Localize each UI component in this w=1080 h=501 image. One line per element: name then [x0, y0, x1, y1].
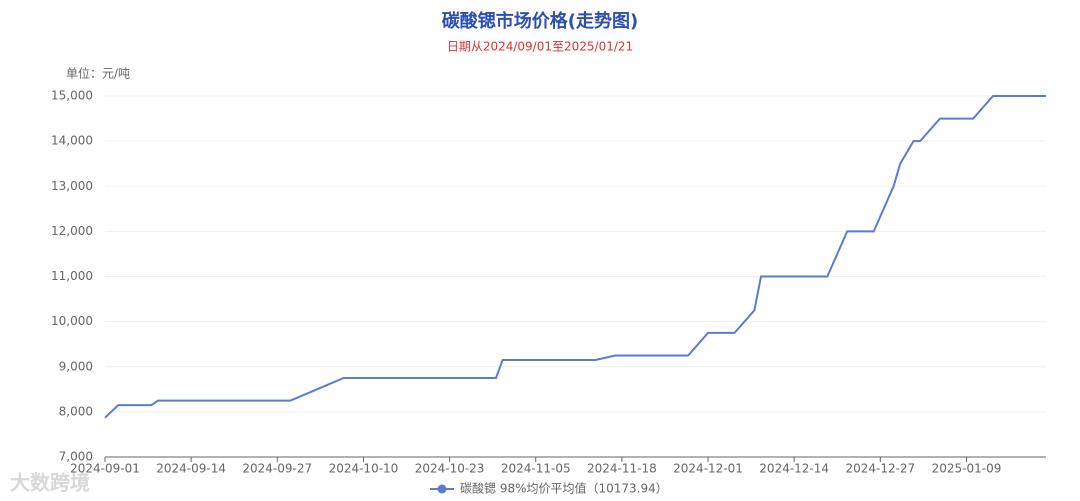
- x-tick-label: 2024-09-14: [156, 462, 226, 476]
- x-tick-label: 2024-12-14: [759, 462, 829, 476]
- legend-label: 碳酸锶 98%均价平均值（10173.94）: [460, 481, 668, 496]
- legend-dot: [437, 484, 447, 494]
- price-line: [104, 95, 1046, 419]
- x-tick-label: 2024-11-18: [587, 462, 657, 476]
- x-tick-label: 2024-12-27: [845, 462, 915, 476]
- watermark: 大数跨境: [10, 471, 90, 495]
- y-tick-label: 7,000: [59, 450, 93, 464]
- y-tick-label: 12,000: [51, 224, 93, 238]
- x-tick-label: 2024-09-01: [70, 462, 140, 476]
- x-tick-label: 2024-12-01: [673, 462, 743, 476]
- x-tick-label: 2024-09-27: [242, 462, 312, 476]
- y-tick-label: 13,000: [51, 179, 93, 193]
- x-tick-label: 2025-01-09: [932, 462, 1002, 476]
- y-tick-label: 11,000: [51, 269, 93, 283]
- y-tick-label: 14,000: [51, 134, 93, 148]
- chart-title: 碳酸锶市场价格(走势图): [442, 10, 638, 32]
- chart-subtitle: 日期从2024/09/01至2025/01/21: [447, 40, 633, 54]
- x-tick-label: 2024-10-23: [415, 462, 485, 476]
- x-tick-label: 2024-11-05: [501, 462, 571, 476]
- y-tick-label: 8,000: [59, 404, 93, 418]
- unit-label: 单位：元/吨: [66, 66, 130, 81]
- y-tick-label: 10,000: [51, 314, 93, 328]
- y-tick-label: 9,000: [59, 359, 93, 373]
- y-tick-label: 15,000: [51, 89, 93, 103]
- x-tick-label: 2024-10-10: [329, 462, 399, 476]
